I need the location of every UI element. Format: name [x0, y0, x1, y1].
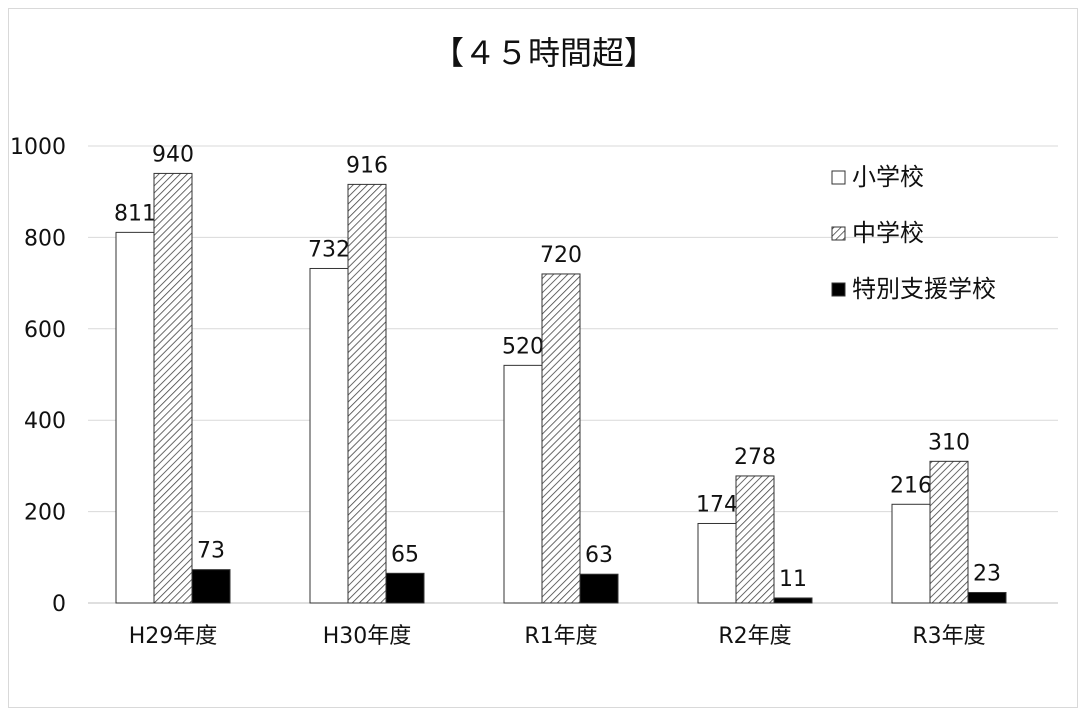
- bar: [503, 364, 543, 604]
- data-label: 174: [696, 492, 738, 517]
- bar: [115, 231, 155, 604]
- bar: [541, 273, 581, 604]
- data-label: 732: [308, 237, 350, 262]
- bar: [697, 522, 737, 604]
- bar: [309, 267, 349, 604]
- bar: [347, 183, 387, 604]
- bar: [929, 460, 969, 604]
- bar: [967, 591, 1007, 604]
- data-label: 278: [734, 445, 776, 470]
- data-label: 63: [585, 543, 613, 568]
- legend-swatch: [831, 282, 846, 297]
- y-tick-label: 400: [24, 409, 66, 434]
- data-label: 216: [890, 473, 932, 498]
- x-tick-label: H29年度: [129, 624, 218, 649]
- y-tick-label: 0: [52, 592, 66, 617]
- bar: [579, 573, 619, 604]
- chart-title: 【４５時間超】: [432, 34, 656, 72]
- y-tick-label: 800: [24, 226, 66, 251]
- data-label: 520: [502, 334, 544, 359]
- bar: [153, 172, 193, 604]
- legend-swatch: [831, 226, 846, 241]
- x-tick-label: R3年度: [912, 624, 985, 649]
- legend-label: 中学校: [852, 219, 924, 247]
- bar: [735, 475, 775, 604]
- y-axis: 0 200 400 600 800 1000: [10, 135, 66, 617]
- x-tick-label: R1年度: [524, 624, 597, 649]
- x-tick-label: H30年度: [323, 624, 412, 649]
- legend-label: 特別支援学校: [852, 275, 996, 303]
- data-label: 916: [346, 153, 388, 178]
- data-label: 11: [779, 567, 807, 592]
- bars: 811 940 73 732 916 65 520 720 63 174 278 11 216 310 23: [114, 142, 1007, 604]
- data-label: 23: [973, 561, 1001, 586]
- bar: [385, 572, 425, 604]
- bar: [773, 597, 813, 604]
- y-tick-label: 200: [24, 501, 66, 526]
- data-label: 940: [152, 142, 194, 167]
- y-tick-label: 600: [24, 318, 66, 343]
- legend-label: 小学校: [852, 163, 924, 191]
- legend-swatch: [831, 170, 846, 185]
- x-axis: H29年度 H30年度 R1年度 R2年度 R3年度: [129, 624, 986, 649]
- data-label: 310: [928, 430, 970, 455]
- data-label: 720: [540, 243, 582, 268]
- bar: [891, 503, 931, 604]
- data-label: 811: [114, 201, 156, 226]
- data-label: 65: [391, 542, 419, 567]
- y-tick-label: 1000: [10, 135, 66, 160]
- bar: [191, 569, 231, 604]
- x-tick-label: R2年度: [718, 624, 791, 649]
- data-label: 73: [197, 539, 225, 564]
